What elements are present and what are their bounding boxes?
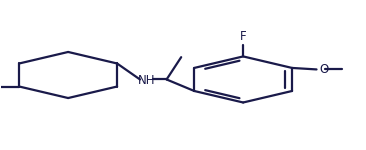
Text: F: F — [240, 30, 246, 43]
Text: NH: NH — [138, 74, 155, 87]
Text: O: O — [320, 63, 329, 76]
